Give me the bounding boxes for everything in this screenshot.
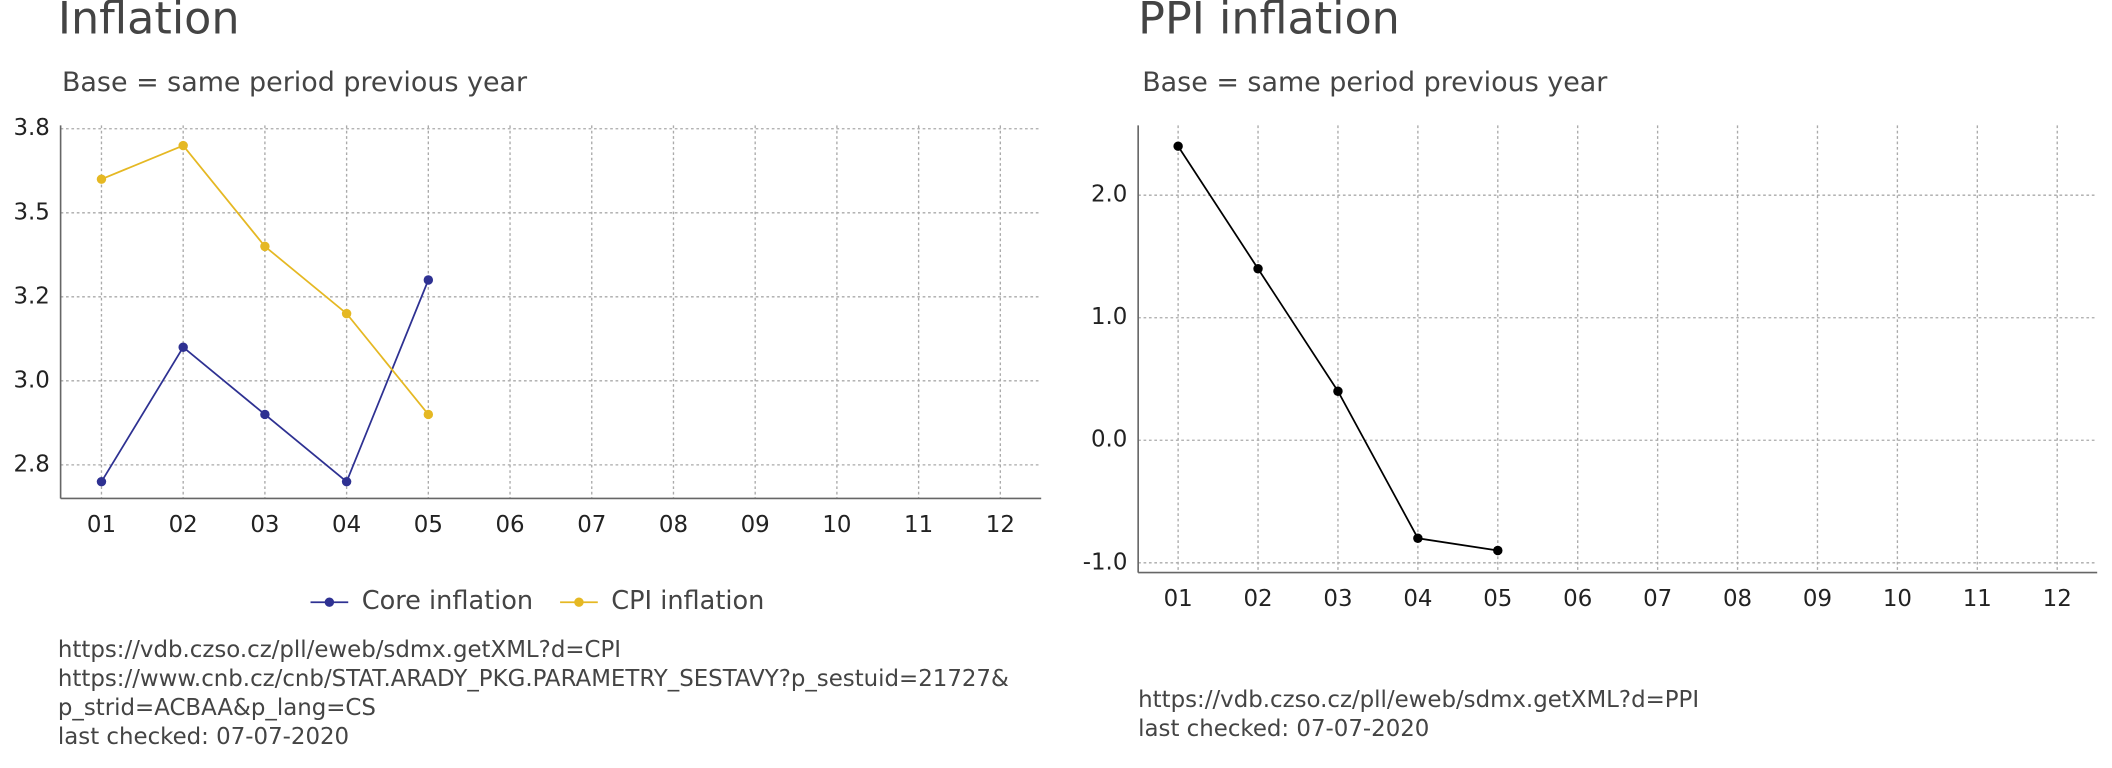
legend-marker bbox=[324, 597, 335, 607]
y-tick-label: 3.8 bbox=[13, 115, 49, 141]
chart-subtitle: Base = same period previous year bbox=[62, 67, 528, 98]
y-tick-label: -1.0 bbox=[1083, 549, 1128, 575]
x-tick-label: 04 bbox=[1403, 586, 1432, 612]
x-tick-label: 09 bbox=[1803, 586, 1832, 612]
data-point bbox=[423, 409, 434, 420]
source-line: p_strid=ACBAA&p_lang=CS bbox=[58, 695, 376, 721]
source-line: https://vdb.czso.cz/pll/eweb/sdmx.getXML… bbox=[58, 637, 621, 663]
legend-marker bbox=[574, 597, 584, 607]
x-tick-label: 11 bbox=[904, 512, 933, 538]
data-point bbox=[260, 409, 270, 420]
source-line: https://www.cnb.cz/cnb/STAT.ARADY_PKG.PA… bbox=[58, 666, 1009, 692]
data-point bbox=[341, 308, 352, 319]
data-point bbox=[1173, 141, 1183, 151]
y-tick-label: 2.0 bbox=[1091, 182, 1127, 208]
data-point bbox=[1493, 545, 1503, 556]
data-point bbox=[260, 241, 270, 252]
x-tick-label: 07 bbox=[577, 512, 606, 538]
y-tick-label: 3.0 bbox=[13, 367, 49, 393]
data-point bbox=[1413, 533, 1423, 543]
x-tick-label: 01 bbox=[1164, 586, 1193, 612]
x-tick-label: 08 bbox=[659, 512, 688, 538]
chart-title: Inflation bbox=[58, 0, 240, 45]
x-tick-label: 09 bbox=[741, 512, 770, 538]
x-tick-label: 06 bbox=[495, 512, 524, 538]
source-line: last checked: 07-07-2020 bbox=[1138, 716, 1429, 742]
y-tick-label: 1.0 bbox=[1091, 304, 1127, 330]
x-tick-label: 06 bbox=[1563, 586, 1592, 612]
y-tick-label: 0.0 bbox=[1091, 427, 1127, 453]
data-point bbox=[341, 476, 352, 487]
x-tick-label: 03 bbox=[1323, 586, 1352, 612]
chart-title: PPI inflation bbox=[1138, 0, 1400, 45]
x-tick-label: 04 bbox=[332, 512, 361, 538]
legend-label: CPI inflation bbox=[611, 586, 764, 616]
data-point bbox=[1253, 264, 1263, 274]
legend-label: Core inflation bbox=[362, 586, 533, 616]
source-line: last checked: 07-07-2020 bbox=[58, 724, 349, 750]
data-point bbox=[423, 275, 434, 285]
y-tick-label: 3.5 bbox=[13, 199, 49, 225]
x-tick-label: 11 bbox=[1963, 586, 1992, 612]
x-tick-label: 03 bbox=[250, 512, 279, 538]
y-tick-label: 2.8 bbox=[13, 451, 49, 477]
x-tick-label: 12 bbox=[2043, 586, 2072, 612]
source-line: https://vdb.czso.cz/pll/eweb/sdmx.getXML… bbox=[1138, 687, 1699, 713]
x-tick-label: 02 bbox=[169, 512, 198, 538]
x-tick-label: 10 bbox=[822, 512, 851, 538]
x-tick-label: 07 bbox=[1643, 586, 1672, 612]
data-point bbox=[96, 174, 107, 184]
y-tick-label: 3.2 bbox=[13, 283, 49, 309]
data-point bbox=[178, 140, 188, 151]
x-tick-label: 12 bbox=[986, 512, 1015, 538]
x-tick-label: 01 bbox=[87, 512, 116, 538]
data-point bbox=[1333, 386, 1343, 396]
chart-subtitle: Base = same period previous year bbox=[1142, 67, 1608, 98]
x-tick-label: 02 bbox=[1243, 586, 1272, 612]
data-point bbox=[96, 476, 107, 487]
data-point bbox=[178, 342, 188, 352]
x-tick-label: 05 bbox=[414, 512, 443, 538]
x-tick-label: 05 bbox=[1483, 586, 1512, 612]
x-tick-label: 10 bbox=[1883, 586, 1912, 612]
x-tick-label: 08 bbox=[1723, 586, 1752, 612]
